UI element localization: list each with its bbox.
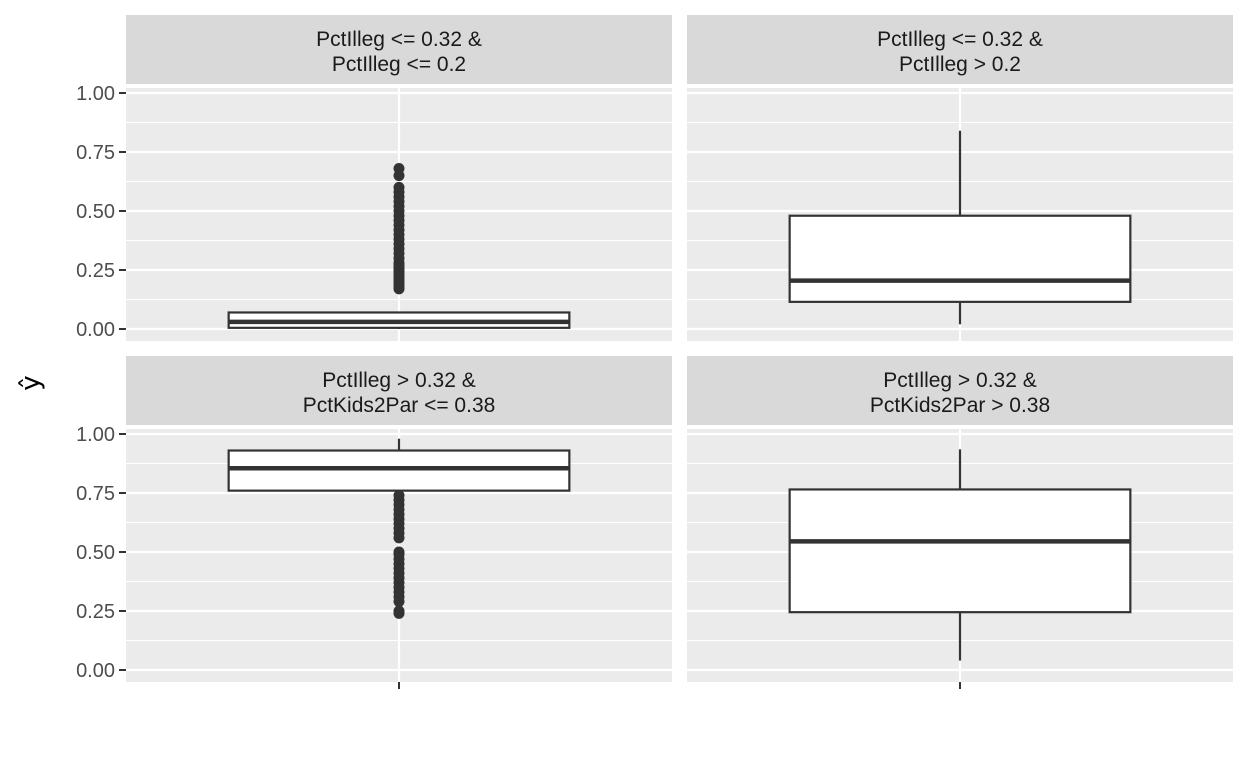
y-tick-label: 1.00 [76,424,115,446]
facet-strip [687,15,1233,84]
y-tick-label: 0.50 [76,542,115,564]
y-tick-label: 0.75 [76,483,115,505]
facet-strip [126,356,672,425]
facet-panel-2: PctIlleg <= 0.32 &PctIlleg > 0.2 [687,15,1233,341]
y-axis-label: ŷ [16,375,46,390]
y-tick-label: 0.00 [76,319,115,341]
facet-grid: PctIlleg <= 0.32 &PctIlleg <= 0.20.000.2… [76,15,1233,689]
y-tick-label: 0.25 [76,601,115,623]
outlier-point [393,605,405,617]
outlier-point [393,181,405,193]
facet-strip-label: PctIlleg <= 0.32 & [316,28,482,51]
facet-panel-4: PctIlleg > 0.32 &PctKids2Par > 0.38 [687,356,1233,689]
outlier-point [393,489,405,501]
outlier-point [393,163,405,175]
facet-strip-label: PctKids2Par <= 0.38 [303,394,496,417]
facet-panel-1: PctIlleg <= 0.32 &PctIlleg <= 0.2 0.00 0.2… [76,15,672,341]
facet-strip [126,15,672,84]
y-tick-label: 0.00 [76,660,115,682]
facet-strip-label: PctIlleg > 0.2 [899,53,1021,76]
facet-panel-3: PctIlleg > 0.32 &PctKids2Par <= 0.38 0.00… [76,356,672,689]
facet-strip-label: PctIlleg <= 0.32 & [877,28,1043,51]
facet-strip-label: PctIlleg > 0.32 & [322,369,476,392]
iqr-box [227,449,571,492]
facet-strip-label: PctIlleg > 0.32 & [883,369,1037,392]
y-tick-label: 0.50 [76,201,115,223]
y-tick-label: 0.25 [76,260,115,282]
y-tick-label: 1.00 [76,83,115,105]
iqr-box [788,214,1132,303]
facet-strip [687,356,1233,425]
y-tick-label: 0.75 [76,142,115,164]
facet-strip-label: PctKids2Par > 0.38 [870,394,1050,417]
outlier-point [393,546,405,558]
iqr-box [788,488,1132,614]
facet-strip-label: PctIlleg <= 0.2 [332,53,466,76]
